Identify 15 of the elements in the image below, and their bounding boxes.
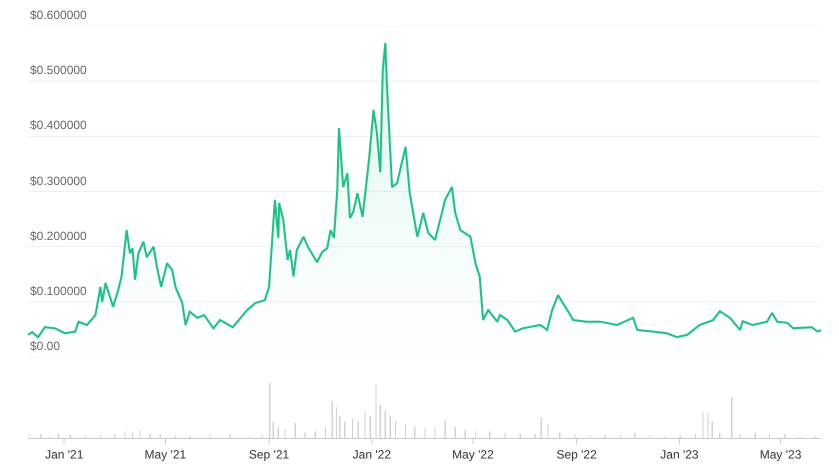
- y-tick-label: $0.600000: [30, 8, 88, 22]
- y-tick-label: $0.00: [30, 339, 60, 353]
- x-tick-label: May '23: [760, 447, 802, 462]
- x-tick-label: May '21: [144, 447, 186, 462]
- x-tick-label: May '22: [452, 447, 494, 462]
- y-tick-label: $0.300000: [30, 174, 88, 188]
- x-tick-label: Jan '22: [352, 447, 392, 462]
- y-tick-label: $0.100000: [30, 284, 88, 298]
- x-tick-label: Sep '21: [248, 447, 290, 462]
- x-tick-label: Jan '23: [660, 447, 699, 462]
- y-tick-label: $0.200000: [30, 229, 88, 243]
- y-tick-label: $0.400000: [30, 118, 88, 132]
- x-tick-label: Jan '21: [45, 447, 84, 462]
- x-tick-label: Sep '22: [556, 447, 598, 462]
- y-tick-label: $0.500000: [30, 63, 88, 77]
